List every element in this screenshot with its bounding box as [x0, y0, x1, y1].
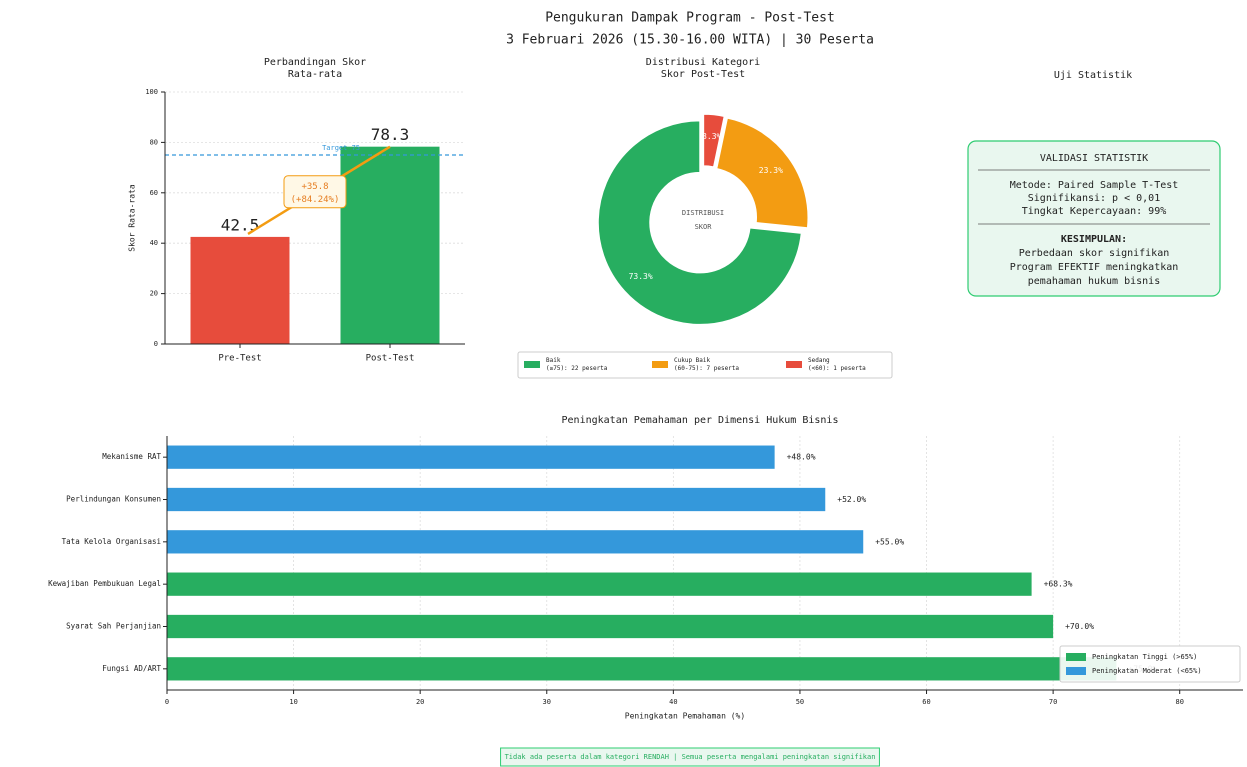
stat-line: Signifikansi: p < 0,01 — [1028, 193, 1160, 204]
legend-box — [517, 351, 893, 379]
stat-conclusion: Perbedaan skor signifikan — [1019, 248, 1170, 259]
value-label: +55.0% — [875, 537, 904, 546]
stat-heading: VALIDASI STATISTIK — [1040, 153, 1148, 164]
legend-label: Cukup Baik (60-75): 7 peserta — [674, 357, 739, 372]
y-tick-label: 40 — [150, 239, 158, 247]
legend-label: Sedang (<60): 1 peserta — [808, 357, 866, 372]
stat-title: Uji Statistik — [1054, 70, 1132, 81]
stat-conclusion-heading: KESIMPULAN: — [1061, 234, 1127, 245]
stat-conclusion: pemahaman hukum bisnis — [1028, 276, 1160, 287]
x-tick-label: 30 — [543, 698, 551, 706]
y-tick-label: Mekanisme RAT — [102, 452, 161, 461]
stat-conclusion: Program EFEKTIF meningkatkan — [1010, 262, 1179, 273]
x-tick-label: 80 — [1175, 698, 1183, 706]
page-subtitle: 3 Februari 2026 (15.30-16.00 WITA) | 30 … — [506, 33, 874, 48]
bar — [167, 445, 775, 469]
y-tick-label: 60 — [150, 189, 158, 197]
y-axis-label: Skor Rata-rata — [128, 184, 137, 252]
stat-box — [967, 140, 1221, 297]
center-text: DISTRIBUSI SKOR — [682, 209, 724, 231]
bar — [167, 614, 1054, 639]
bar — [190, 236, 290, 344]
legend-swatch — [652, 361, 668, 368]
y-tick-label: 20 — [150, 290, 158, 298]
bar — [340, 146, 440, 344]
x-tick-label: 60 — [922, 698, 930, 706]
value-label: +48.0% — [787, 453, 816, 462]
x-axis-label: Peningkatan Pemahaman (%) — [625, 712, 745, 721]
slice-label: 73.3% — [629, 272, 653, 281]
value-label: +52.0% — [837, 495, 866, 504]
legend-swatch — [1066, 667, 1086, 675]
legend-label: Peningkatan Moderat (<65%) — [1092, 667, 1202, 675]
bar — [167, 657, 1117, 681]
bar — [167, 487, 826, 512]
chart-title: Perbandingan Skor Rata-rata — [264, 57, 366, 80]
y-tick-label: Fungsi AD/ART — [102, 664, 161, 673]
footer-box — [500, 747, 880, 767]
chart-title: Peningkatan Pemahaman per Dimensi Hukum … — [562, 415, 839, 426]
x-tick-label: 20 — [416, 698, 424, 706]
x-tick-label: 70 — [1049, 698, 1057, 706]
legend-swatch — [1066, 653, 1086, 661]
slice-label: 23.3% — [759, 166, 783, 175]
legend-label: Peningkatan Tinggi (>65%) — [1092, 653, 1197, 661]
y-tick-label: 80 — [150, 138, 158, 146]
pie-slice — [702, 113, 726, 168]
legend-swatch — [786, 361, 802, 368]
legend-label: Baik (≥75): 22 peserta — [546, 357, 608, 372]
y-tick-label: Perlindungan Konsumen — [66, 495, 161, 504]
slice-label: 3.3% — [702, 132, 721, 141]
annotation: +35.8 (+84.24%) — [291, 181, 340, 204]
page-title: Pengukuran Dampak Program - Post-Test — [545, 11, 835, 26]
value-label: +68.3% — [1044, 580, 1073, 589]
legend-box — [1059, 645, 1241, 683]
target-label: Target 75 — [322, 144, 360, 152]
bar — [167, 530, 864, 554]
x-tick-label: 40 — [669, 698, 677, 706]
value-label: 42.5 — [221, 215, 260, 234]
x-tick-label: 0 — [165, 698, 169, 706]
x-tick-label: Post-Test — [366, 354, 415, 364]
value-label: +70.0% — [1065, 622, 1094, 631]
stat-line: Metode: Paired Sample T-Test — [1010, 180, 1179, 191]
y-tick-label: Kewajiban Pembukuan Legal — [48, 579, 161, 588]
x-tick-label: 10 — [289, 698, 297, 706]
y-tick-label: 100 — [145, 88, 158, 96]
value-label: 78.3 — [371, 125, 410, 144]
y-tick-label: 0 — [154, 340, 158, 348]
legend-swatch — [524, 361, 540, 368]
annotation-box — [283, 175, 347, 209]
footer-text: Tidak ada peserta dalam kategori RENDAH … — [505, 753, 876, 761]
pie-slice — [715, 116, 809, 229]
chart-title: Distribusi Kategori Skor Post-Test — [646, 57, 760, 80]
y-tick-label: Syarat Sah Perjanjian — [66, 622, 161, 631]
stat-line: Tingkat Kepercayaan: 99% — [1022, 206, 1167, 217]
x-tick-label: Pre-Test — [218, 354, 261, 364]
bar — [167, 572, 1032, 596]
y-tick-label: Tata Kelola Organisasi — [62, 537, 161, 546]
pie-slice — [597, 119, 803, 326]
x-tick-label: 50 — [796, 698, 804, 706]
